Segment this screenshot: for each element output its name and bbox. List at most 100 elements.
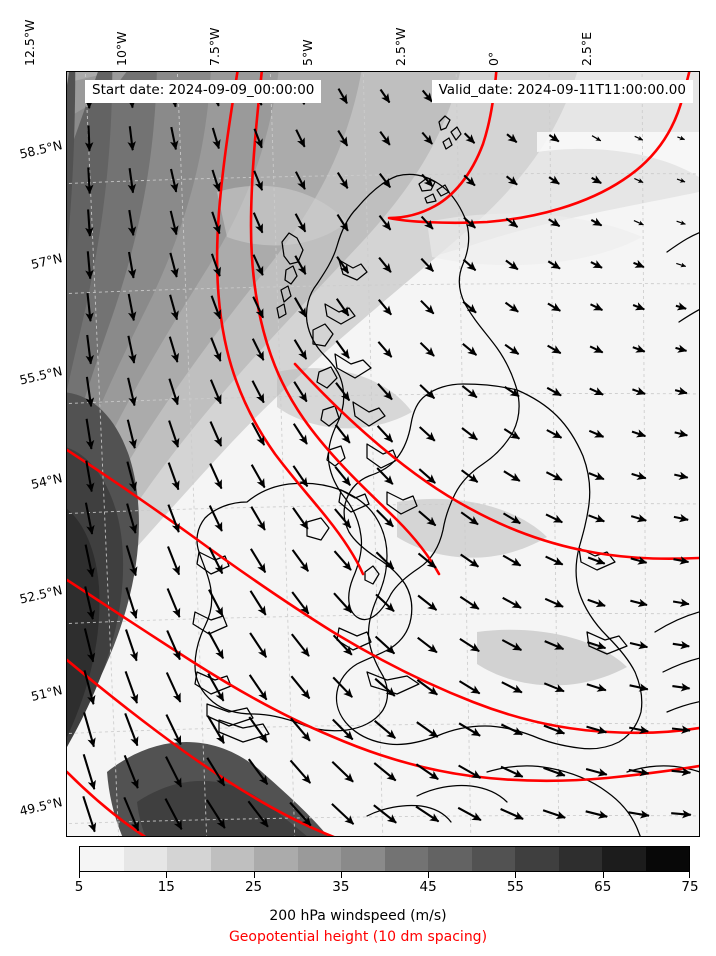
wind-arrow (334, 508, 352, 529)
wind-arrow (543, 724, 566, 735)
wind-arrow (457, 806, 482, 822)
map-canvas (67, 72, 699, 836)
wind-arrow (675, 344, 688, 353)
wind-arrow (211, 127, 221, 150)
colorbar-swatch-7 (384, 847, 428, 871)
wind-arrow (335, 298, 350, 317)
wind-arrow (463, 174, 476, 187)
wind-arrow (127, 168, 137, 194)
wind-arrow (504, 386, 520, 398)
caption-block: 200 hPa windspeed (m/s) Geopotential hei… (0, 906, 716, 948)
wind-arrow (165, 756, 183, 788)
wind-arrow (502, 554, 522, 567)
colorbar-tick-4 (428, 872, 430, 878)
wind-arrow (332, 718, 354, 741)
latitude-tick-3: 54°N (29, 470, 64, 492)
wind-arrow (634, 177, 644, 184)
wind-arrow (591, 135, 602, 142)
wind-arrow (127, 251, 137, 279)
wind-arrow (503, 428, 521, 440)
caption-windspeed: 200 hPa windspeed (m/s) (269, 908, 447, 924)
wind-arrow (547, 344, 562, 355)
wind-arrow (547, 302, 561, 312)
wind-arrow (206, 799, 226, 829)
colorbar-swatch-13 (645, 847, 689, 871)
wind-arrow (632, 387, 646, 396)
wind-arrow (85, 376, 95, 408)
colorbar-swatch-5 (297, 847, 341, 871)
wind-arrow (415, 763, 439, 781)
wind-arrow (125, 587, 138, 619)
wind-arrow (293, 339, 308, 360)
wind-arrow (545, 513, 563, 524)
wind-arrow (292, 465, 309, 488)
wind-arrow (460, 469, 479, 483)
wind-arrow (290, 717, 311, 742)
wind-arrow (167, 504, 180, 533)
wind-arrow (290, 633, 310, 657)
wind-arrow (501, 639, 523, 652)
map-plot-area[interactable]: Start date: 2024-09-09_00:00:00 Valid_da… (66, 71, 700, 837)
longitude-tick-1: 10°W (114, 31, 129, 66)
colorbar-label-7: 75 (681, 879, 699, 895)
colorbar-swatch-2 (167, 847, 211, 871)
wind-arrow (292, 423, 308, 445)
wind-arrow (632, 344, 646, 353)
wind-arrow (672, 683, 691, 692)
wind-arrow (123, 755, 139, 789)
longitude-tick-6: 2.5°E (579, 31, 594, 66)
wind-arrow (544, 597, 564, 608)
wind-arrow (588, 472, 605, 481)
wind-arrow (501, 681, 523, 694)
wind-arrow (248, 674, 268, 701)
wind-arrow (588, 514, 605, 523)
wind-arrow (548, 133, 560, 143)
wind-arrow (294, 171, 306, 190)
wind-arrow (542, 809, 566, 820)
wind-arrow (463, 132, 476, 144)
wind-arrow (331, 803, 355, 825)
wind-arrow (337, 130, 349, 147)
colorbar-swatch-8 (428, 847, 472, 871)
wind-arrow (168, 378, 180, 406)
wind-arrow (125, 545, 138, 577)
wind-arrow (210, 295, 222, 320)
wind-arrow (585, 767, 608, 777)
wind-arrow (84, 125, 94, 152)
wind-arrow (210, 337, 222, 362)
wind-arrow (629, 683, 649, 692)
wind-arrow (82, 753, 96, 790)
wind-arrow (207, 673, 225, 702)
wind-arrow (127, 126, 136, 151)
wind-arrow (628, 810, 650, 819)
wind-arrow (84, 502, 95, 535)
wind-arrow (462, 342, 478, 356)
wind-arrow (379, 130, 391, 146)
wind-arrow (421, 131, 433, 145)
colorbar-swatch-4 (254, 847, 298, 871)
colorbar[interactable]: 5 15 25 35 45 55 65 75 (75, 846, 699, 895)
wind-arrow (377, 341, 393, 358)
wind-arrow (417, 636, 438, 654)
wind-arrow (461, 427, 478, 441)
wind-arrow (83, 712, 96, 748)
wind-arrow (291, 591, 310, 615)
wind-arrow (544, 640, 565, 651)
wind-arrow (462, 300, 477, 314)
wind-vector-arrows (82, 83, 692, 833)
wind-arrow (170, 126, 179, 151)
wind-arrow (672, 598, 690, 607)
wind-arrow (500, 765, 524, 778)
wind-arrow (168, 336, 180, 363)
wind-arrow (84, 544, 95, 578)
wind-arrow (463, 216, 477, 229)
wind-arrow (376, 509, 394, 528)
wind-arrow (247, 758, 269, 786)
wind-arrow (416, 679, 438, 696)
wind-arrow (250, 464, 266, 489)
wind-arrow (169, 210, 179, 236)
wind-arrow (124, 713, 139, 747)
colorbar-tick-0 (79, 872, 80, 878)
wind-arrow (126, 419, 137, 449)
wind-arrow (587, 598, 606, 608)
